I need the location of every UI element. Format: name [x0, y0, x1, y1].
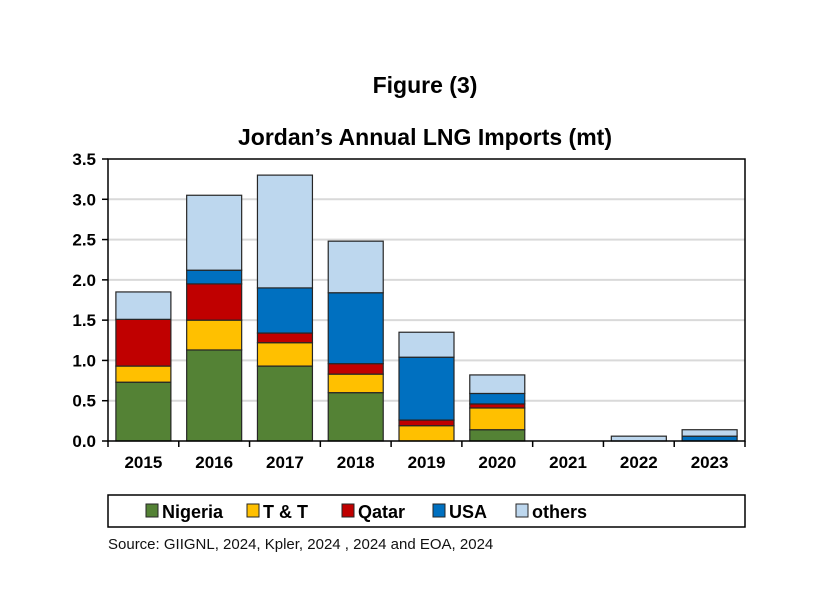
- y-tick-label: 2.5: [72, 231, 96, 250]
- bar-segment-nigeria: [115, 381, 172, 442]
- bar-segment-others: [256, 174, 314, 289]
- legend: Nigeria T & T Qatar USA others: [107, 494, 746, 528]
- legend-item: T & T: [246, 502, 308, 522]
- bar-segment-qatar: [398, 419, 455, 427]
- x-tick-label: 2017: [266, 453, 304, 472]
- bar-segment-others: [398, 331, 455, 358]
- bar-segment-usa: [186, 269, 243, 285]
- y-tick-label: 2.0: [72, 271, 96, 290]
- legend-swatch: [246, 503, 260, 518]
- legend-box: [107, 494, 746, 528]
- x-tick-label: 2019: [408, 453, 446, 472]
- bar-segment-nigeria: [186, 349, 243, 442]
- y-tick-label: 1.0: [72, 351, 96, 370]
- x-tick-label: 2015: [124, 453, 162, 472]
- plot-area-border: [107, 158, 746, 442]
- legend-label: Qatar: [358, 502, 405, 522]
- x-tick-label: 2022: [620, 453, 658, 472]
- y-tick-label: 3.5: [72, 150, 96, 169]
- bar-segment-nigeria: [256, 365, 314, 442]
- bar-segment-usa: [256, 287, 314, 334]
- bar-segment-tt: [327, 373, 384, 394]
- x-tick-label: 2016: [195, 453, 233, 472]
- legend-label: USA: [449, 502, 487, 522]
- bar-segment-usa: [469, 392, 526, 405]
- y-tick-label: 0.5: [72, 392, 96, 411]
- x-tick-label: 2018: [337, 453, 375, 472]
- bar-segment-others: [115, 291, 172, 320]
- bar-segment-usa: [398, 356, 455, 421]
- legend-item: Qatar: [341, 502, 405, 522]
- x-tick-label: 2021: [549, 453, 587, 472]
- bar-segment-tt: [186, 319, 243, 351]
- legend-label: others: [532, 502, 587, 522]
- figure-label: Figure (3): [372, 72, 478, 98]
- source-note: Source: GIIGNL, 2024, Kpler, 2024 , 2024…: [108, 536, 494, 553]
- bar-segment-tt: [115, 365, 172, 383]
- bar-segment-qatar: [469, 403, 526, 409]
- bar-segment-qatar: [256, 332, 314, 344]
- bar-segment-others: [681, 429, 738, 437]
- bar-segment-others: [327, 240, 384, 294]
- x-tick-label: 2020: [478, 453, 516, 472]
- bar-segment-nigeria: [327, 392, 384, 442]
- legend-item: others: [515, 502, 587, 522]
- legend-item: Nigeria: [145, 502, 224, 522]
- legend-label: Nigeria: [162, 502, 224, 522]
- bar-segment-tt: [469, 407, 526, 431]
- y-tick-label: 1.5: [72, 311, 96, 330]
- bar-segment-others: [469, 374, 526, 395]
- bar-segment-qatar: [115, 318, 172, 367]
- legend-swatch: [515, 503, 529, 518]
- bar-segment-tt: [256, 342, 314, 367]
- y-tick-label: 0.0: [72, 432, 96, 451]
- legend-swatch: [145, 503, 159, 518]
- bar-segment-tt: [398, 425, 455, 442]
- x-tick-label: 2023: [691, 453, 729, 472]
- bar-segment-usa: [327, 292, 384, 365]
- bar-segment-nigeria: [469, 429, 526, 442]
- y-tick-label: 3.0: [72, 190, 96, 209]
- bar-segment-qatar: [327, 363, 384, 375]
- chart-title: Jordan’s Annual LNG Imports (mt): [238, 124, 612, 150]
- legend-swatch: [432, 503, 446, 518]
- bar-segment-qatar: [186, 283, 243, 321]
- bar-segment-others: [186, 194, 243, 271]
- legend-item: USA: [432, 502, 487, 522]
- legend-swatch: [341, 503, 355, 518]
- legend-label: T & T: [263, 502, 308, 522]
